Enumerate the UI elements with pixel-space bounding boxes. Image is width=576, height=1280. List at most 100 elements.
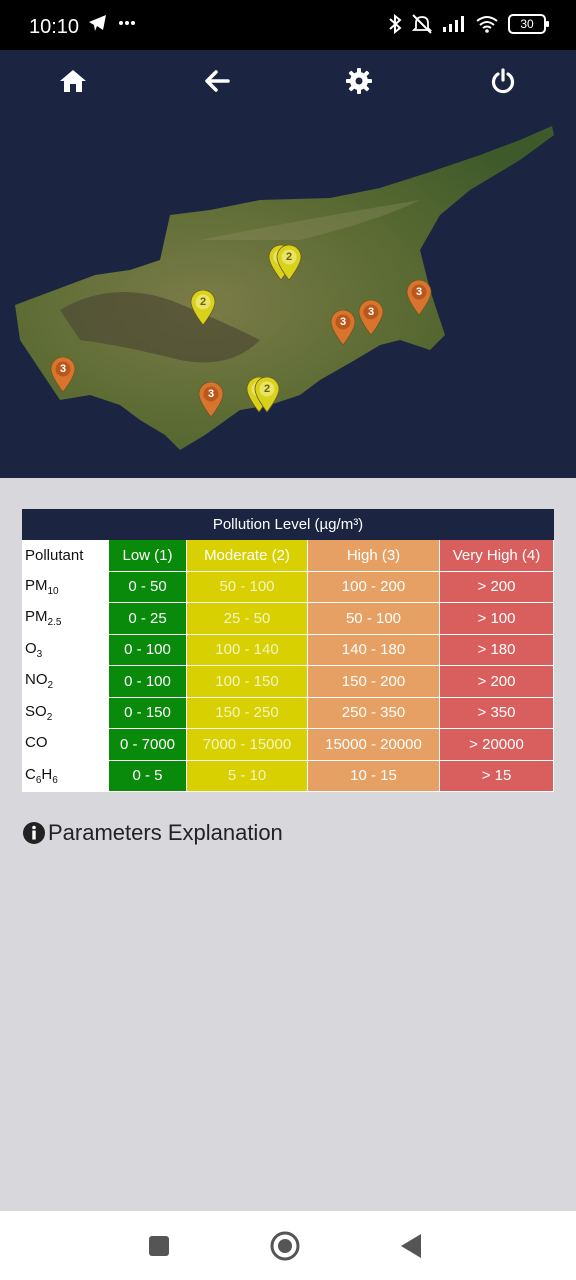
pollutant-symbol-2: H	[41, 765, 53, 783]
marker-level: 3	[339, 316, 347, 328]
header-high: High (3)	[307, 540, 440, 572]
high-range-cell: 140 - 180	[307, 634, 440, 666]
high-range-cell: 10 - 15	[307, 760, 440, 792]
marker-level: 3	[415, 286, 423, 298]
map-marker[interactable]: 3	[330, 310, 356, 346]
map-pin-icon	[254, 377, 280, 413]
marker-level: 2	[199, 296, 207, 308]
map-marker[interactable]: 3	[358, 300, 384, 336]
pollutant-symbol: SO	[25, 702, 47, 720]
pollutant-name-cell: O3	[22, 634, 109, 666]
more-dots-icon	[119, 21, 135, 25]
power-icon	[491, 68, 515, 94]
pollutant-subscript: 2.5	[47, 617, 62, 629]
very-high-range-cell: > 180	[439, 634, 554, 666]
map-pin-icon	[50, 357, 76, 393]
moderate-range-cell: 25 - 50	[186, 602, 308, 635]
signal-icon	[443, 16, 464, 32]
high-range-cell: 100 - 200	[307, 571, 440, 603]
pollutant-name-cell: PM2.5	[22, 602, 109, 635]
moderate-range-cell: 100 - 140	[186, 634, 308, 666]
high-range-cell: 150 - 200	[307, 665, 440, 698]
pollutant-symbol: PM	[25, 608, 48, 626]
table-row: CO 0 - 7000 7000 - 15000 15000 - 20000 > 200…	[22, 728, 554, 761]
back-button[interactable]	[200, 64, 234, 98]
recent-apps-button[interactable]	[144, 1231, 174, 1261]
high-range-cell: 50 - 100	[307, 602, 440, 635]
low-range-cell: 0 - 5	[108, 760, 187, 792]
map-marker[interactable]: 3	[50, 357, 76, 393]
low-range-cell: 0 - 7000	[108, 728, 187, 761]
pollutant-name-cell: CO	[22, 728, 109, 761]
very-high-range-cell: > 200	[439, 571, 554, 603]
table-row: O3 0 - 100 100 - 140 140 - 180 > 180	[22, 634, 554, 666]
header-low: Low (1)	[108, 540, 187, 572]
cyprus-satellite-map	[15, 126, 554, 450]
map-marker[interactable]: 2	[276, 245, 302, 281]
bluetooth-icon	[389, 14, 402, 34]
map-view[interactable]: 2 2 2 3 3 3 3 3 2 2	[0, 50, 576, 478]
info-icon	[23, 822, 45, 844]
home-button[interactable]	[56, 64, 90, 98]
pollutant-subscript-2: 6	[52, 774, 58, 786]
map-marker[interactable]: 3	[406, 280, 432, 316]
moderate-range-cell: 50 - 100	[186, 571, 308, 603]
very-high-range-cell: > 200	[439, 665, 554, 698]
very-high-range-cell: > 350	[439, 697, 554, 729]
pollutant-name-cell: C6H6	[22, 760, 109, 792]
status-bar: 10:10 30	[0, 0, 576, 50]
header-pollutant: Pollutant	[22, 540, 109, 572]
table-row: SO2 0 - 150 150 - 250 250 - 350 > 350	[22, 697, 554, 729]
moderate-range-cell: 100 - 150	[186, 665, 308, 698]
low-range-cell: 0 - 150	[108, 697, 187, 729]
low-range-cell: 0 - 100	[108, 665, 187, 698]
header-moderate: Moderate (2)	[186, 540, 308, 572]
triangle-back-icon	[401, 1234, 421, 1258]
table-row: NO2 0 - 100 100 - 150 150 - 200 > 200	[22, 665, 554, 698]
table-row: PM2.5 0 - 25 25 - 50 50 - 100 > 100	[22, 602, 554, 635]
parameters-explanation-link[interactable]: Parameters Explanation	[22, 820, 283, 846]
table-caption: Pollution Level (µg/m³)	[22, 509, 554, 540]
table-header-row: Pollutant Low (1) Moderate (2) High (3) …	[22, 540, 554, 572]
pollutant-subscript: 6	[35, 774, 42, 786]
map-marker[interactable]: 2	[254, 377, 280, 413]
home-nav-button[interactable]	[270, 1231, 300, 1261]
muted-bell-icon	[411, 14, 433, 34]
header-very-high: Very High (4)	[439, 540, 554, 572]
map-pin-icon	[190, 290, 216, 326]
wifi-icon	[476, 16, 498, 33]
pollutant-name-cell: PM10	[22, 571, 109, 603]
gear-icon	[346, 68, 372, 94]
marker-level: 3	[207, 388, 215, 400]
low-range-cell: 0 - 25	[108, 602, 187, 635]
map-marker[interactable]: 3	[198, 382, 224, 418]
pollutant-subscript: 2	[47, 680, 54, 692]
high-range-cell: 250 - 350	[307, 697, 440, 729]
pollutant-name-cell: SO2	[22, 697, 109, 729]
low-range-cell: 0 - 100	[108, 634, 187, 666]
back-nav-button[interactable]	[396, 1231, 426, 1261]
pollution-level-table: Pollution Level (µg/m³) Pollutant Low (1…	[22, 509, 554, 792]
pollutant-symbol: PM	[25, 576, 48, 594]
marker-level: 2	[285, 251, 293, 263]
map-marker[interactable]: 2	[190, 290, 216, 326]
square-icon	[149, 1236, 169, 1256]
pollutant-symbol: NO	[25, 671, 48, 689]
circle-home-icon	[270, 1231, 300, 1261]
pollutant-symbol: C	[25, 765, 36, 783]
very-high-range-cell: > 15	[439, 760, 554, 792]
map-pin-icon	[198, 382, 224, 418]
marker-level: 3	[59, 363, 67, 375]
status-left-icons	[88, 14, 136, 32]
parameters-explanation-label: Parameters Explanation	[48, 820, 283, 845]
pollutant-symbol: CO	[25, 734, 48, 752]
moderate-range-cell: 7000 - 15000	[186, 728, 308, 761]
map-pin-icon	[276, 245, 302, 281]
table-row: PM10 0 - 50 50 - 100 100 - 200 > 200	[22, 571, 554, 603]
pollutant-subscript: 2	[46, 711, 53, 723]
pollutant-symbol: O	[25, 639, 37, 657]
settings-button[interactable]	[342, 64, 376, 98]
map-pin-icon	[406, 280, 432, 316]
low-range-cell: 0 - 50	[108, 571, 187, 603]
power-button[interactable]	[486, 64, 520, 98]
